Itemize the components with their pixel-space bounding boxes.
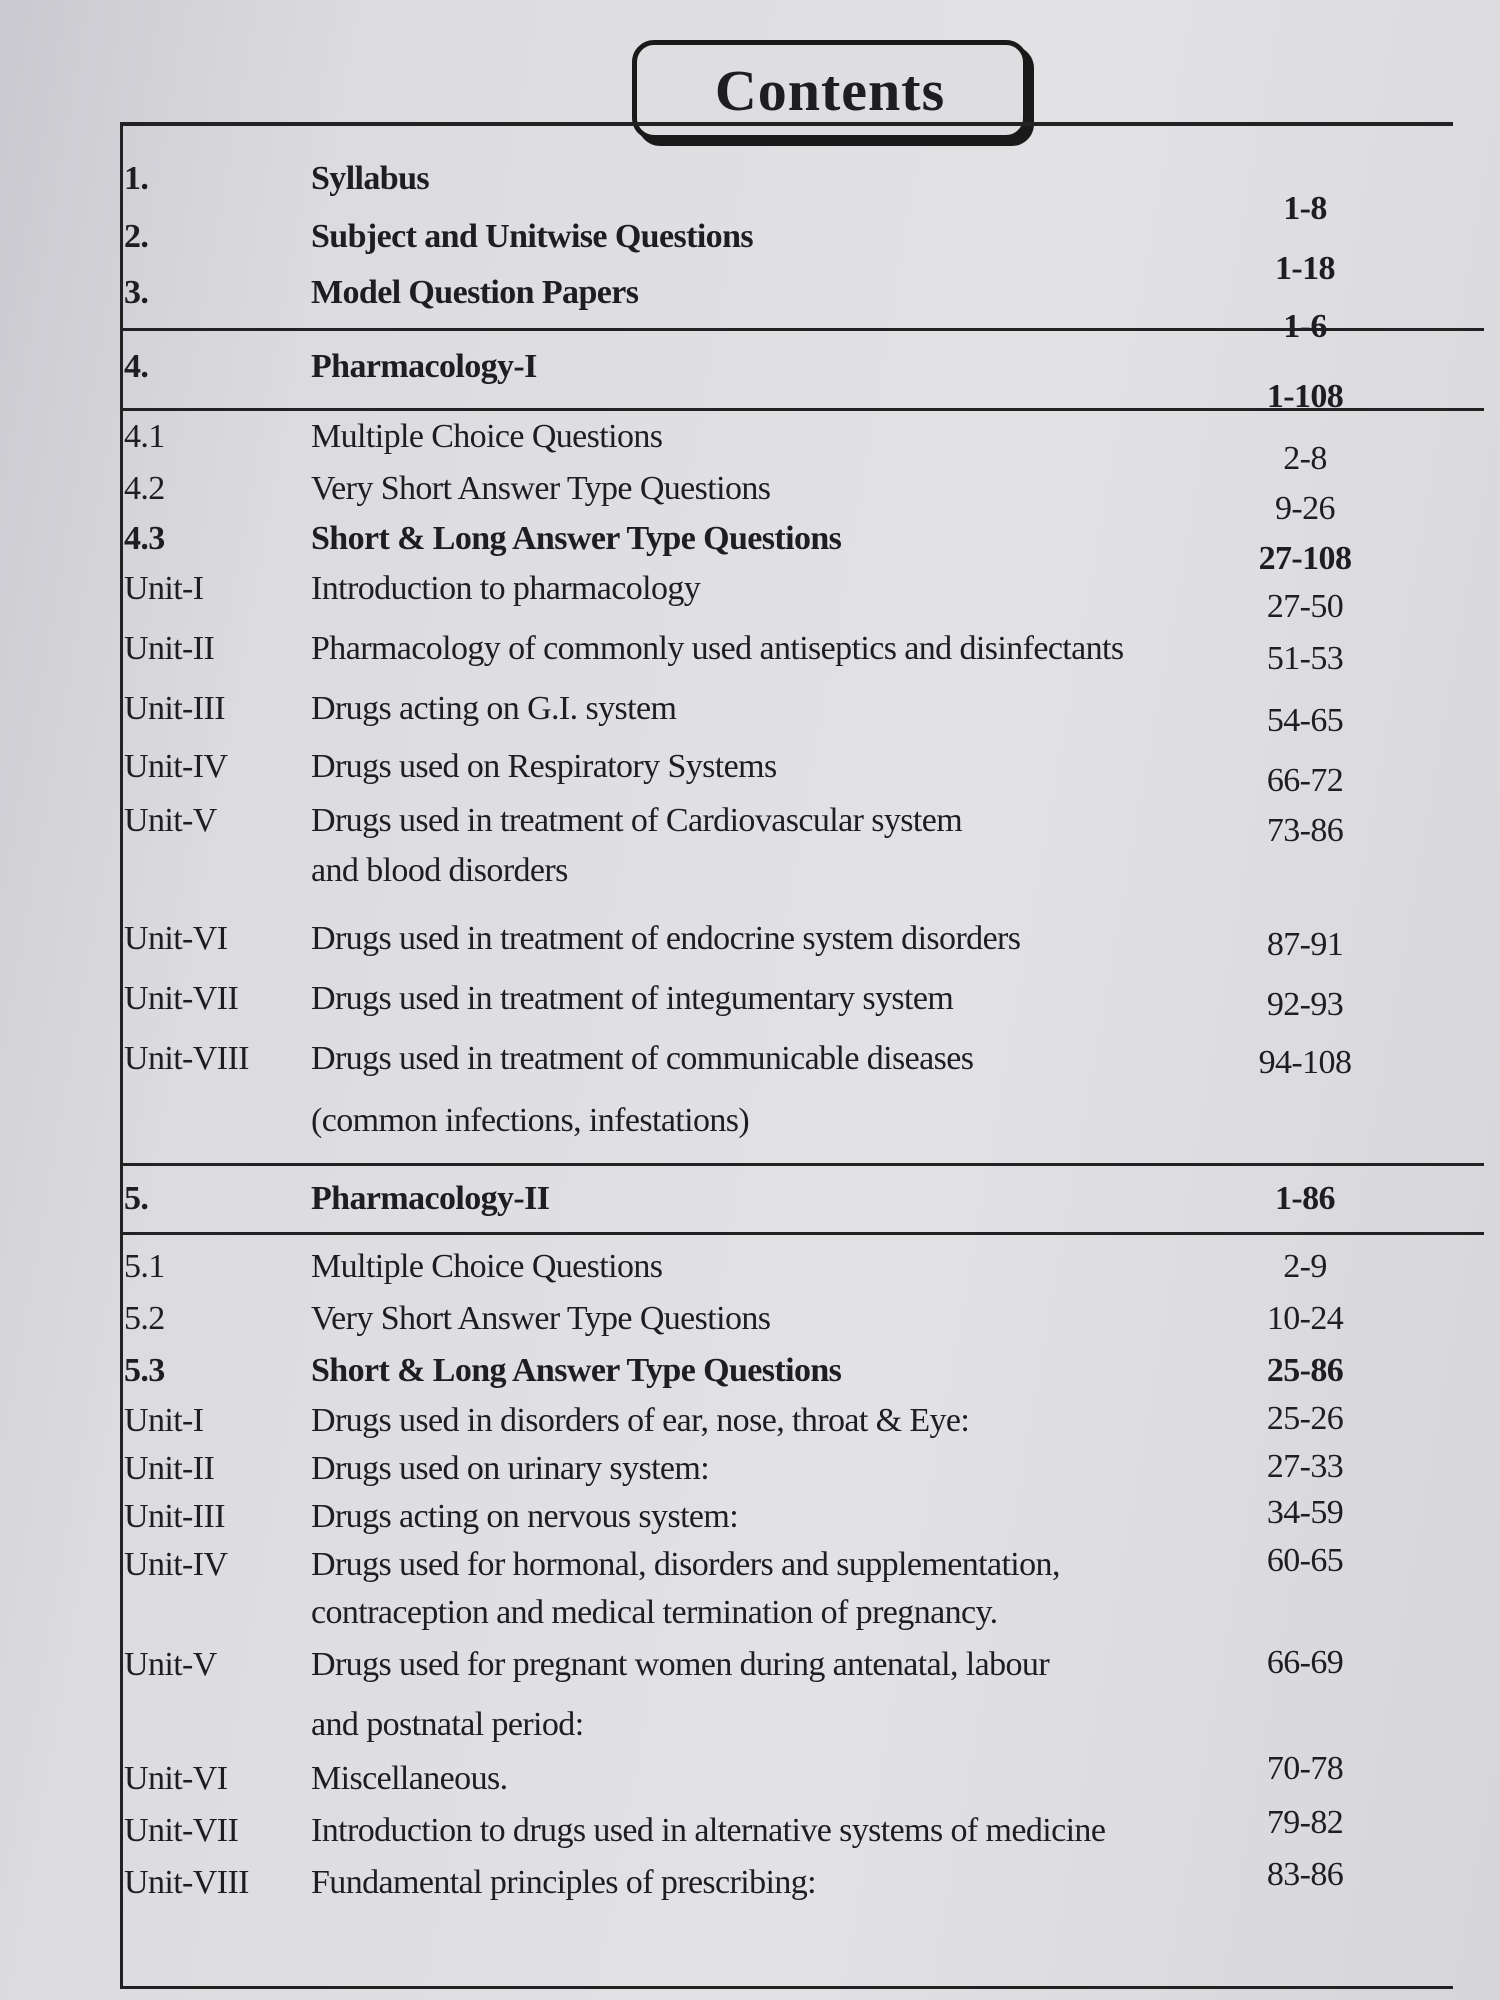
- entry-number: Unit-II: [124, 630, 215, 667]
- entry-title-continued: and blood disorders: [311, 852, 568, 889]
- entry-title-continued: (common infections, infestations): [311, 1102, 750, 1139]
- entry-pages: 51-53: [1266, 640, 1344, 677]
- entry-number: Unit-V: [124, 802, 217, 839]
- entry-pages: 73-86: [1266, 812, 1344, 849]
- entry-pages: 25-26: [1266, 1400, 1344, 1437]
- page-title: Contents: [714, 57, 946, 123]
- entry-title-continued: contraception and medical termination of…: [311, 1594, 998, 1631]
- entry-number: Unit-III: [124, 1498, 226, 1535]
- entry-pages: 79-82: [1266, 1804, 1344, 1841]
- entry-title: Fundamental principles of prescribing:: [311, 1864, 817, 1901]
- divider: [120, 408, 1484, 411]
- entry-pages: 1-6: [1283, 308, 1327, 345]
- entry-pages: 60-65: [1266, 1542, 1344, 1579]
- entry-number: Unit-I: [124, 1402, 204, 1439]
- entry-number: 4.2: [124, 470, 165, 507]
- entry-number: Unit-I: [124, 570, 204, 607]
- entry-number: 4.: [124, 348, 149, 385]
- entry-number: 4.3: [124, 520, 165, 557]
- entry-number: 5.3: [124, 1352, 165, 1389]
- entry-number: Unit-IV: [124, 748, 228, 785]
- entry-title: Multiple Choice Questions: [311, 1248, 663, 1285]
- divider: [120, 1163, 1484, 1166]
- entry-pages: 70-78: [1266, 1750, 1344, 1787]
- entry-pages: 25-86: [1266, 1352, 1344, 1389]
- entry-title: Introduction to pharmacology: [311, 570, 701, 607]
- entry-title: Drugs acting on nervous system:: [311, 1498, 739, 1535]
- entry-number: Unit-IV: [124, 1546, 228, 1583]
- entry-pages: 87-91: [1266, 926, 1344, 963]
- entry-pages: 66-69: [1266, 1644, 1344, 1681]
- entry-title: Syllabus: [311, 160, 430, 197]
- entry-pages: 1-8: [1283, 190, 1327, 227]
- entry-number: Unit-VII: [124, 980, 239, 1017]
- entry-number: Unit-VIII: [124, 1864, 249, 1901]
- entry-title: Drugs used on urinary system:: [311, 1450, 710, 1487]
- entry-number: Unit-VI: [124, 1760, 228, 1797]
- entry-number: 5.: [124, 1180, 149, 1217]
- entry-pages: 92-93: [1266, 986, 1344, 1023]
- entry-pages: 1-108: [1266, 378, 1344, 415]
- entry-title: Drugs used on Respiratory Systems: [311, 748, 777, 785]
- entry-title-continued: and postnatal period:: [311, 1706, 584, 1743]
- entry-title: Subject and Unitwise Questions: [311, 218, 754, 255]
- entry-number: 4.1: [124, 418, 165, 455]
- entry-title: Pharmacology-II: [311, 1180, 550, 1217]
- entry-number: 3.: [124, 274, 149, 311]
- entry-pages: 66-72: [1266, 762, 1344, 799]
- entry-pages: 83-86: [1266, 1856, 1344, 1893]
- contents-table-frame: [120, 122, 1453, 1989]
- entry-title: Drugs used in treatment of endocrine sys…: [311, 920, 1021, 957]
- entry-pages: 1-86: [1275, 1180, 1336, 1217]
- entry-number: 5.1: [124, 1248, 165, 1285]
- entry-number: 2.: [124, 218, 149, 255]
- entry-title: Pharmacology-I: [311, 348, 537, 385]
- entry-number: Unit-VI: [124, 920, 228, 957]
- divider: [120, 328, 1484, 331]
- entry-title: Introduction to drugs used in alternativ…: [311, 1812, 1106, 1849]
- divider: [120, 1232, 1484, 1235]
- entry-pages: 27-108: [1258, 540, 1352, 577]
- entry-pages: 54-65: [1266, 702, 1344, 739]
- entry-number: 5.2: [124, 1300, 165, 1337]
- entry-number: Unit-VIII: [124, 1040, 249, 1077]
- entry-pages: 9-26: [1275, 490, 1336, 527]
- entry-pages: 2-9: [1283, 1248, 1327, 1285]
- entry-title: Drugs acting on G.I. system: [311, 690, 677, 727]
- entry-title: Drugs used in disorders of ear, nose, th…: [311, 1402, 970, 1439]
- entry-title: Short & Long Answer Type Questions: [311, 520, 842, 557]
- entry-title: Drugs used for hormonal, disorders and s…: [311, 1546, 1060, 1583]
- entry-title: Drugs used in treatment of Cardiovascula…: [311, 802, 963, 839]
- entry-pages: 1-18: [1275, 250, 1336, 287]
- entry-title: Short & Long Answer Type Questions: [311, 1352, 842, 1389]
- entry-pages: 94-108: [1258, 1044, 1352, 1081]
- entry-number: Unit-V: [124, 1646, 217, 1683]
- entry-pages: 34-59: [1266, 1494, 1344, 1531]
- entry-title: Multiple Choice Questions: [311, 418, 663, 455]
- entry-number: Unit-VII: [124, 1812, 239, 1849]
- entry-title: Model Question Papers: [311, 274, 639, 311]
- entry-number: Unit-II: [124, 1450, 215, 1487]
- entry-title: Drugs used in treatment of communicable …: [311, 1040, 974, 1077]
- entry-number: Unit-III: [124, 690, 226, 727]
- entry-title: Very Short Answer Type Questions: [311, 1300, 771, 1337]
- entry-pages: 2-8: [1283, 440, 1327, 477]
- entry-title: Miscellaneous.: [311, 1760, 508, 1797]
- entry-title: Very Short Answer Type Questions: [311, 470, 771, 507]
- entry-pages: 27-33: [1266, 1448, 1344, 1485]
- entry-number: 1.: [124, 160, 149, 197]
- entry-pages: 27-50: [1266, 588, 1344, 625]
- entry-title: Drugs used for pregnant women during ant…: [311, 1646, 1050, 1683]
- entry-title: Drugs used in treatment of integumentary…: [311, 980, 954, 1017]
- entry-title: Pharmacology of commonly used antiseptic…: [311, 630, 1124, 667]
- entry-pages: 10-24: [1266, 1300, 1344, 1337]
